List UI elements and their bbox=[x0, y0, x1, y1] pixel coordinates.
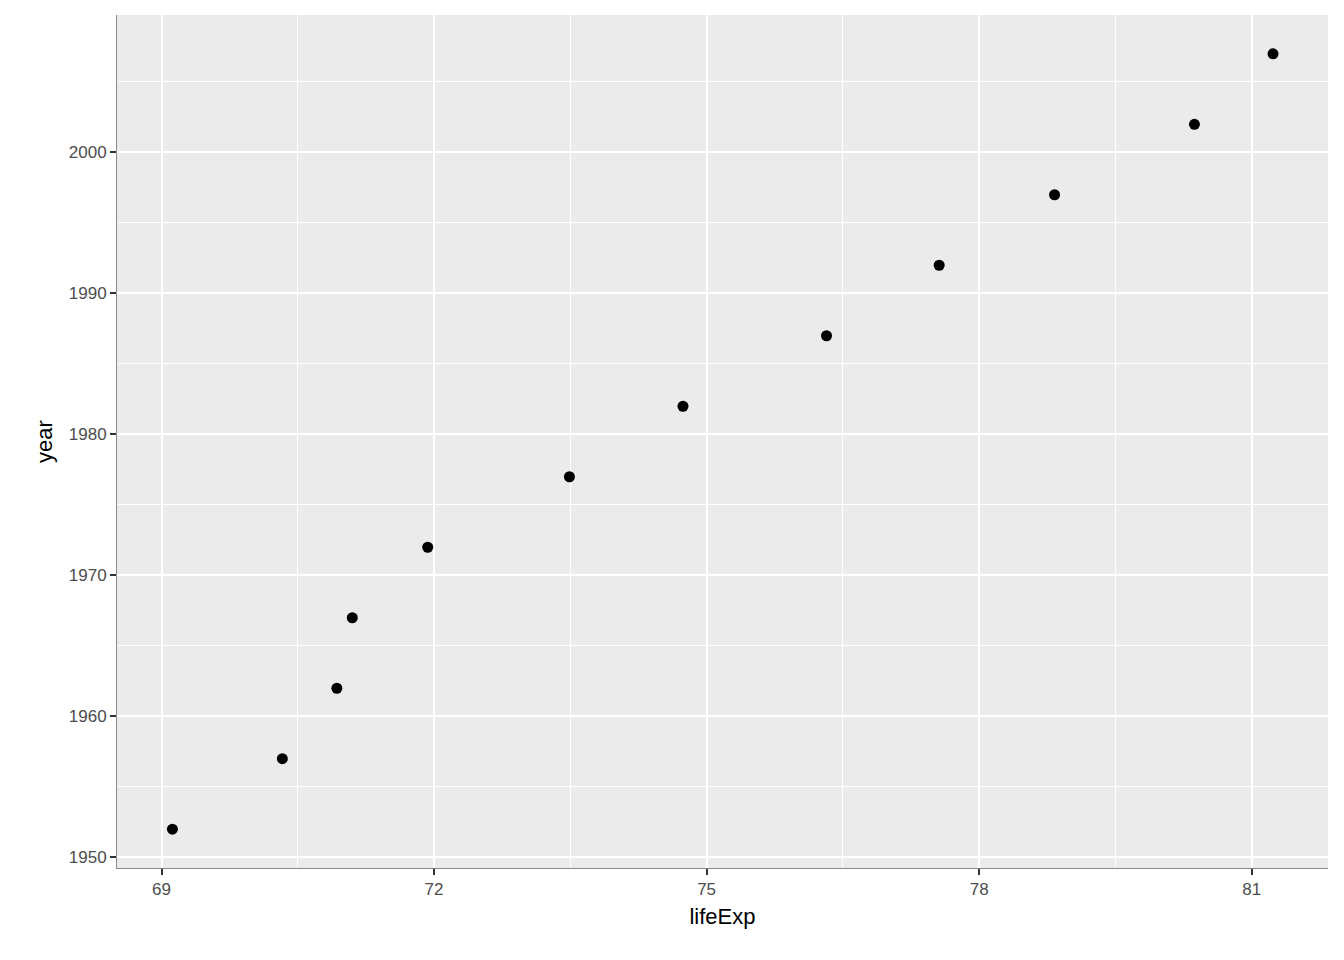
svg-text:1960: 1960 bbox=[69, 707, 107, 726]
svg-text:81: 81 bbox=[1242, 880, 1261, 899]
svg-text:75: 75 bbox=[697, 880, 716, 899]
svg-text:1950: 1950 bbox=[69, 848, 107, 867]
svg-text:1970: 1970 bbox=[69, 566, 107, 585]
svg-text:69: 69 bbox=[152, 880, 171, 899]
svg-text:78: 78 bbox=[970, 880, 989, 899]
svg-text:2000: 2000 bbox=[69, 143, 107, 162]
svg-text:72: 72 bbox=[425, 880, 444, 899]
svg-text:lifeExp: lifeExp bbox=[689, 904, 755, 929]
svg-text:1980: 1980 bbox=[69, 425, 107, 444]
svg-text:1990: 1990 bbox=[69, 284, 107, 303]
svg-text:year: year bbox=[32, 420, 57, 463]
